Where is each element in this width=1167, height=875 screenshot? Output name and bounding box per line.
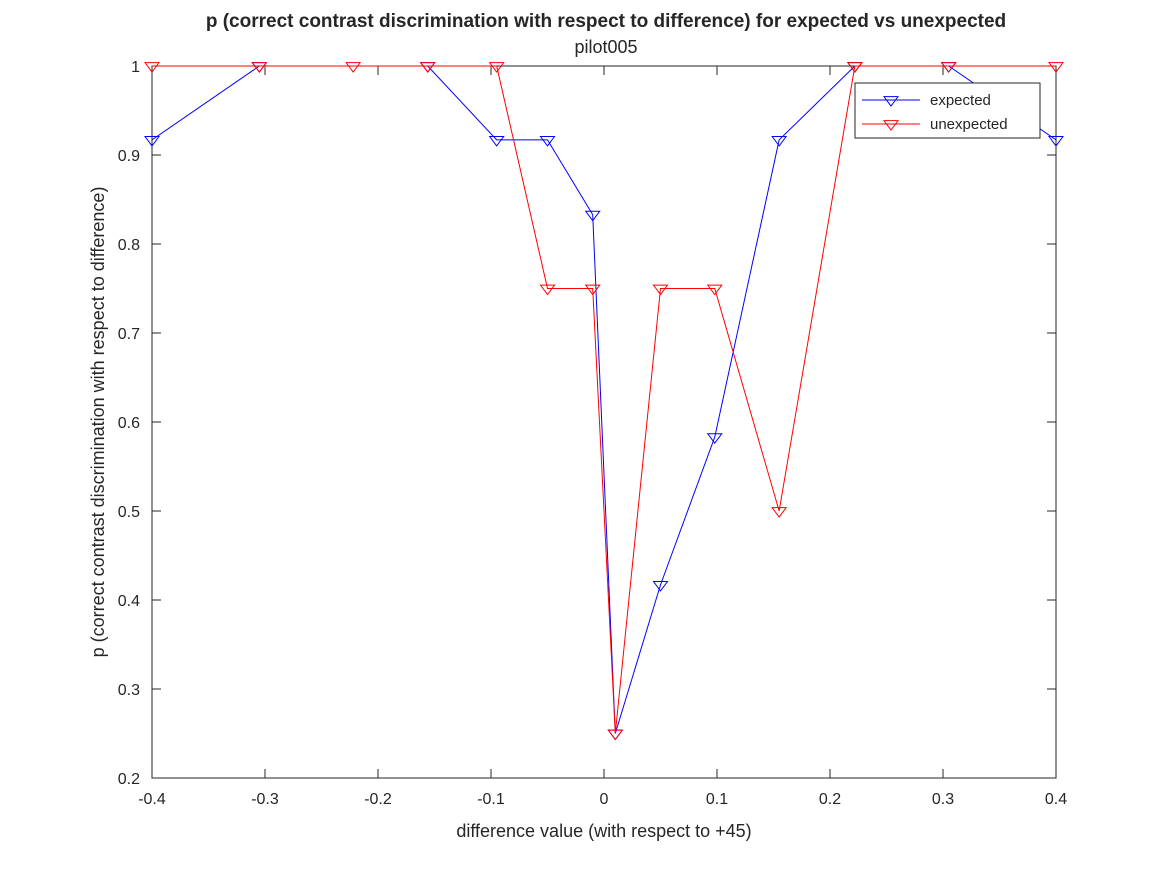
data-point-expected	[1048, 136, 1064, 147]
y-tick-label: 0.2	[118, 771, 140, 788]
data-point-unexpected	[251, 62, 268, 73]
y-tick-label: 0.8	[118, 237, 140, 254]
series-layer	[144, 62, 1064, 741]
y-tick-label: 0.9	[118, 148, 140, 165]
y-tick-label: 0.6	[118, 415, 140, 432]
y-tick-label: 0.7	[118, 326, 140, 343]
plot-area	[151, 65, 1057, 779]
data-point-expected	[539, 136, 556, 147]
data-point-expected	[706, 433, 723, 445]
data-point-expected	[488, 136, 505, 147]
x-axis-label: difference value (with respect to +45)	[456, 821, 751, 841]
y-tick-label: 1	[131, 59, 140, 76]
y-tick-label: 0.3	[118, 682, 140, 699]
data-point-unexpected	[419, 62, 436, 73]
legend-box	[854, 82, 1041, 139]
x-tick-label: 0	[600, 791, 609, 808]
data-point-unexpected	[584, 284, 601, 296]
data-point-unexpected	[345, 62, 362, 73]
x-tick-label: 0.2	[819, 791, 841, 808]
x-tick-label: 0.3	[932, 791, 954, 808]
data-point-unexpected	[706, 284, 723, 296]
data-point-unexpected	[488, 62, 505, 73]
data-point-expected	[584, 210, 601, 222]
x-tick-label: -0.2	[364, 791, 392, 808]
data-point-unexpected	[539, 284, 556, 296]
data-point-unexpected	[652, 284, 669, 296]
series-line-unexpected	[152, 65, 1056, 734]
y-axis-label: p (correct contrast discrimination with …	[88, 187, 108, 658]
chart-subtitle: pilot005	[574, 37, 637, 57]
x-tick-label: 0.4	[1045, 791, 1067, 808]
x-tick-label: 0.1	[706, 791, 728, 808]
data-point-unexpected	[607, 729, 624, 741]
x-tick-label: -0.1	[477, 791, 505, 808]
x-tick-label: -0.4	[138, 791, 166, 808]
y-tick-label: 0.5	[118, 504, 140, 521]
x-tick-label: -0.3	[251, 791, 279, 808]
data-point-unexpected	[940, 62, 957, 73]
data-point-unexpected	[1048, 62, 1064, 73]
legend-label-unexpected: unexpected	[930, 116, 1008, 133]
data-point-expected	[771, 136, 788, 147]
data-point-expected	[652, 581, 669, 592]
chart-title: p (correct contrast discrimination with …	[206, 11, 1006, 32]
tick-group: -0.4 -0.3 -0.2 -0.1 0 0.1 0.2 0.3 0.4 0.2 0.3 0.4 0.…	[118, 59, 1067, 808]
axes-box	[151, 65, 1057, 779]
data-point-expected	[144, 136, 160, 147]
data-point-unexpected	[144, 62, 160, 73]
data-point-unexpected	[846, 62, 863, 73]
legend-label-expected: expected	[930, 92, 991, 109]
y-tick-label: 0.4	[118, 593, 140, 610]
data-point-unexpected	[771, 507, 788, 518]
legend-marker-unexpected	[883, 120, 899, 131]
legend: expected unexpected	[854, 82, 1041, 139]
legend-marker-expected	[883, 96, 899, 107]
